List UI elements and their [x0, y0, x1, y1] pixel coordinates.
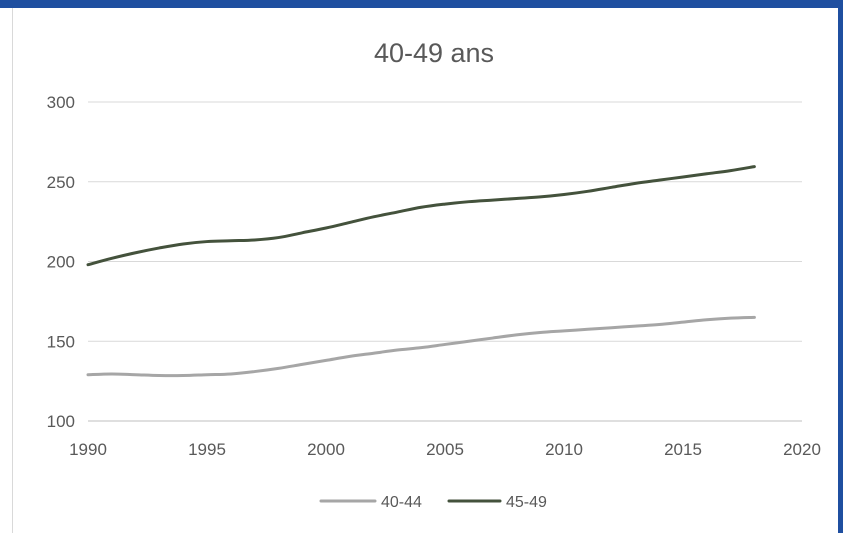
x-tick-label: 2000 [307, 440, 345, 459]
chart-left-border [12, 8, 13, 533]
axis-labels: 100 150 200 250 300 1990 1995 2000 2005 2010 2015 2… [47, 93, 821, 459]
legend-label-45-49: 45-49 [506, 494, 547, 511]
y-tick-label: 150 [47, 332, 75, 351]
y-tick-label: 100 [47, 412, 75, 431]
series-line-40-44 [86, 315, 756, 378]
y-tick-label: 300 [47, 93, 75, 112]
legend: 40-44 45-49 [319, 494, 547, 511]
x-tick-label: 2020 [783, 440, 821, 459]
y-tick-label: 250 [47, 173, 75, 192]
x-tick-label: 2005 [426, 440, 464, 459]
window-right-border [838, 8, 843, 533]
x-tick-label: 2015 [664, 440, 702, 459]
x-tick-label: 1990 [69, 440, 107, 459]
series-line-45-49 [86, 165, 756, 267]
grid-lines [88, 101, 802, 422]
legend-label-40-44: 40-44 [381, 494, 422, 511]
data-series [86, 165, 756, 378]
chart-title: 40-49 ans [374, 38, 494, 68]
x-tick-label: 1995 [188, 440, 226, 459]
window-top-border [0, 0, 843, 8]
y-tick-label: 200 [47, 253, 75, 272]
x-tick-label: 2010 [545, 440, 583, 459]
